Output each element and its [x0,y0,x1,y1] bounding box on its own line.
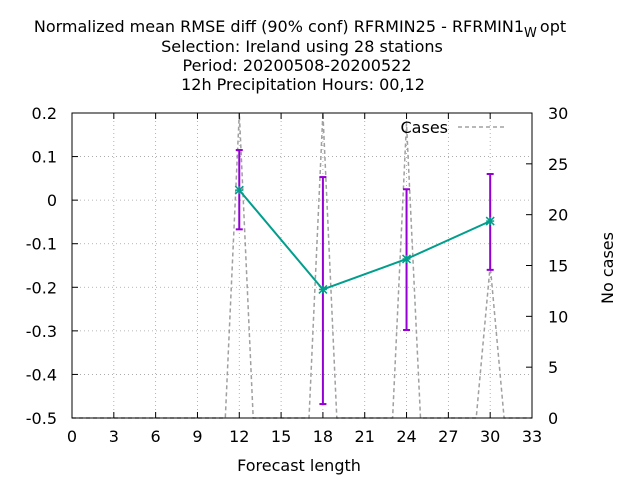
y-tick-label: 0 [47,191,57,210]
y-tick-label: 0.2 [32,104,57,123]
y2-tick-label: 15 [548,257,568,276]
x-axis-ticks: 0 3 6 9 12 15 18 21 24 27 30 33 [67,113,542,446]
chart-title: Normalized mean RMSE diff (90% conf) RFR… [34,17,566,94]
y2-tick-label: 20 [548,206,568,225]
x-tick-label: 9 [192,427,202,446]
y-tick-label: -0.5 [26,409,57,428]
y-axis-ticks: 0.2 0.1 0 -0.1 -0.2 -0.3 -0.4 -0.5 [26,104,78,428]
x-axis-label: Forecast length [237,456,361,475]
x-tick-label: 33 [522,427,542,446]
x-tick-label: 24 [396,427,416,446]
y-tick-label: -0.1 [26,235,57,254]
rmse-point [402,254,412,264]
x-tick-label: 30 [480,427,500,446]
x-tick-label: 18 [313,427,333,446]
title-suffix: opt [540,17,566,36]
y2-tick-label: 10 [548,307,568,326]
y2-axis-label: No cases [598,232,617,304]
y-tick-label: 0.1 [32,148,57,167]
y2-axis-ticks: 30 25 20 15 10 5 0 [526,104,568,428]
title-line-3: Period: 20200508-20200522 [182,56,411,75]
y2-tick-label: 0 [548,409,558,428]
rmse-point [485,216,495,226]
x-tick-label: 3 [109,427,119,446]
y-tick-label: -0.2 [26,278,57,297]
rmse-series [234,185,495,294]
title-line-2: Selection: Ireland using 28 stations [161,37,443,56]
y-tick-label: -0.3 [26,322,57,341]
rmse-line [238,189,491,291]
legend-label-cases: Cases [401,118,449,137]
x-tick-label: 21 [355,427,375,446]
title-line-4: 12h Precipitation Hours: 00,12 [181,75,425,94]
y2-tick-label: 30 [548,104,568,123]
x-tick-label: 12 [229,427,249,446]
x-tick-label: 6 [151,427,161,446]
y2-tick-label: 25 [548,155,568,174]
title-line-1: Normalized mean RMSE diff (90% conf) RFR… [34,17,566,41]
grid [72,113,532,418]
x-tick-label: 15 [271,427,291,446]
x-tick-label: 0 [67,427,77,446]
title-main-text: Normalized mean RMSE diff (90% conf) RFR… [34,17,524,36]
legend: Cases [401,118,506,137]
y2-tick-label: 5 [548,358,558,377]
title-subscript: W [524,26,537,41]
rmse-point [234,185,244,195]
y-tick-label: -0.4 [26,365,57,384]
rmse-point [318,284,328,294]
x-tick-label: 27 [438,427,458,446]
